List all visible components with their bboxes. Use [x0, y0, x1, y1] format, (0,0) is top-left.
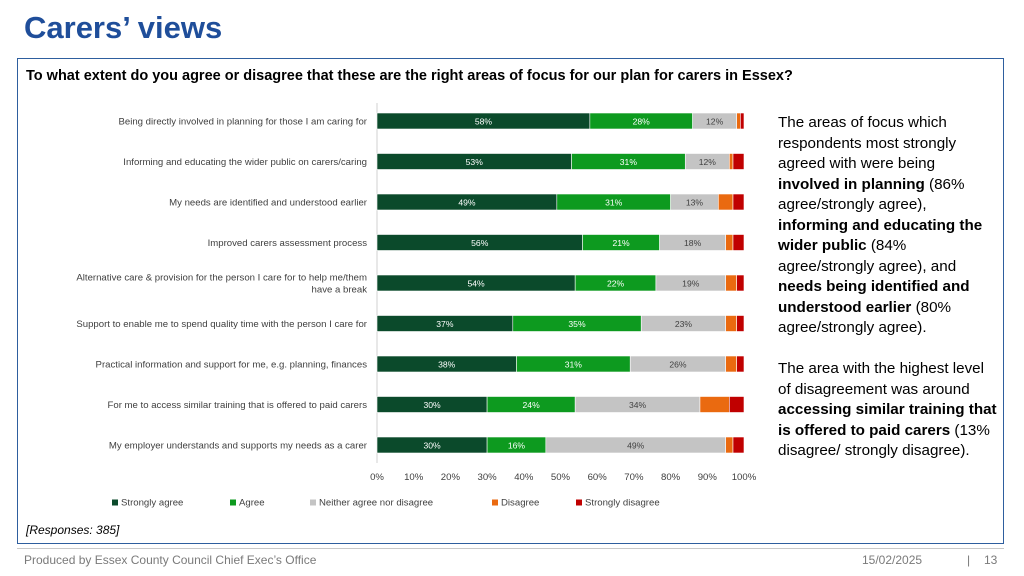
x-tick-label: 10% — [404, 472, 424, 483]
footer-date: 15/02/2025 — [862, 553, 923, 567]
legend-swatch — [230, 499, 236, 506]
x-tick-label: 90% — [698, 472, 718, 483]
summary-paragraph-1: The areas of focus which respondents mos… — [778, 114, 983, 336]
data-label: 58% — [475, 116, 493, 126]
legend: Strongly agree Agree Neither agree nor dis… — [112, 498, 660, 509]
legend-label: Strongly disagree — [585, 498, 660, 509]
bar-segment — [718, 193, 734, 211]
data-label: 53% — [466, 157, 484, 167]
x-tick-label: 20% — [441, 472, 461, 483]
x-tick-label: 70% — [624, 472, 644, 483]
bar-segment — [725, 436, 734, 454]
data-label: 31% — [605, 197, 623, 207]
x-tick-label: 80% — [661, 472, 681, 483]
x-axis-ticks: 0% 10% 20% 30% 40% 50% 60% 70% 80% 90% 100% — [370, 472, 757, 483]
data-label: 31% — [620, 157, 638, 167]
summary-text: The areas of focus which respondents mos… — [778, 113, 1000, 482]
data-label: 28% — [633, 116, 651, 126]
footer-separator: | — [967, 553, 971, 567]
responses-count: [Responses: 385] — [26, 523, 120, 537]
data-label: 34% — [629, 400, 647, 410]
x-tick-label: 0% — [370, 472, 384, 483]
page-title: Carers’ views — [24, 10, 223, 45]
data-label: 49% — [627, 440, 645, 450]
bar-segment — [736, 355, 745, 373]
legend-swatch — [112, 499, 118, 506]
x-tick-label: 60% — [588, 472, 608, 483]
data-label: 54% — [467, 278, 485, 288]
data-label: 24% — [523, 400, 541, 410]
bar-segment — [725, 234, 734, 251]
category-labels: Being directly involved in planning for … — [76, 117, 367, 452]
footer-divider — [17, 548, 1004, 549]
page-number: 13 — [984, 553, 998, 567]
data-label: 16% — [508, 440, 526, 450]
data-label: 31% — [565, 359, 583, 369]
bar-segment — [699, 396, 730, 413]
data-label: 38% — [438, 359, 456, 369]
category-label: Support to enable me to spend quality ti… — [76, 319, 367, 330]
bar-segment — [725, 315, 737, 332]
bar-segment — [732, 193, 745, 211]
data-label: 23% — [675, 319, 693, 329]
legend-label: Disagree — [501, 498, 539, 509]
summary-paragraph-2: The area with the highest level of disag… — [778, 360, 997, 459]
legend-label: Strongly agree — [121, 498, 183, 509]
data-label: 22% — [607, 278, 625, 288]
data-label: 49% — [458, 197, 476, 207]
bar-segment — [736, 274, 745, 292]
category-label: Alternative care & provision for the per… — [76, 273, 367, 296]
bar-segment — [740, 112, 745, 130]
data-label: 12% — [699, 157, 717, 167]
legend-swatch — [576, 499, 582, 506]
data-label: 13% — [686, 197, 704, 207]
category-label: My employer understands and supports my … — [109, 441, 368, 452]
data-label: 19% — [682, 278, 700, 288]
data-label: 35% — [568, 319, 586, 329]
bar-segment — [725, 274, 737, 292]
legend-label: Neither agree nor disagree — [319, 498, 433, 509]
content-panel — [17, 58, 1004, 544]
data-label: 30% — [423, 400, 441, 410]
bar-segment — [736, 315, 745, 332]
legend-swatch — [492, 499, 498, 506]
category-label: Being directly involved in planning for … — [118, 117, 367, 128]
bar-segment — [725, 355, 737, 373]
bars: 58% 28% 12% 53% 31% 12% 49% 31% 13% 56% 21% 18% 54% 2… — [376, 112, 745, 454]
footer-credit: Produced by Essex County Council Chief E… — [24, 553, 317, 567]
data-label: 26% — [669, 359, 687, 369]
data-label: 18% — [684, 238, 702, 248]
data-label: 21% — [612, 238, 630, 248]
data-label: 56% — [471, 238, 489, 248]
category-label: Practical information and support for me… — [96, 360, 368, 371]
legend-label: Agree — [239, 498, 265, 509]
legend-swatch — [310, 499, 316, 506]
x-tick-label: 40% — [514, 472, 534, 483]
x-tick-label: 30% — [477, 472, 497, 483]
data-label: 37% — [436, 319, 454, 329]
category-label: Informing and educating the wider public… — [123, 157, 367, 168]
bar-segment — [729, 396, 745, 413]
x-tick-label: 50% — [551, 472, 571, 483]
category-label: For me to access similar training that i… — [108, 400, 368, 411]
bar-segment — [732, 234, 745, 251]
category-label: Improved carers assessment process — [208, 238, 368, 249]
data-label: 12% — [706, 116, 724, 126]
survey-question: To what extent do you agree or disagree … — [26, 68, 793, 84]
x-tick-label: 100% — [732, 472, 757, 483]
bar-segment — [732, 436, 745, 454]
bar-segment — [732, 153, 745, 170]
category-label: My needs are identified and understood e… — [169, 198, 368, 209]
bar-segment — [736, 112, 741, 130]
data-label: 30% — [423, 440, 441, 450]
bar-segment — [729, 153, 734, 170]
